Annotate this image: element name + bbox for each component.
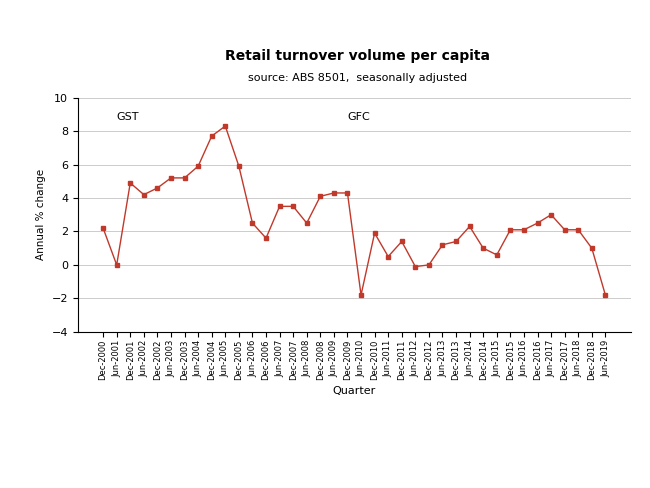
Text: GST: GST <box>117 112 139 122</box>
Text: source: ABS 8501,  seasonally adjusted: source: ABS 8501, seasonally adjusted <box>248 73 467 83</box>
Y-axis label: Annual % change: Annual % change <box>36 169 46 260</box>
X-axis label: Quarter: Quarter <box>333 386 376 396</box>
Text: GFC: GFC <box>348 112 370 122</box>
Text: Retail turnover volume per capita: Retail turnover volume per capita <box>225 49 490 63</box>
